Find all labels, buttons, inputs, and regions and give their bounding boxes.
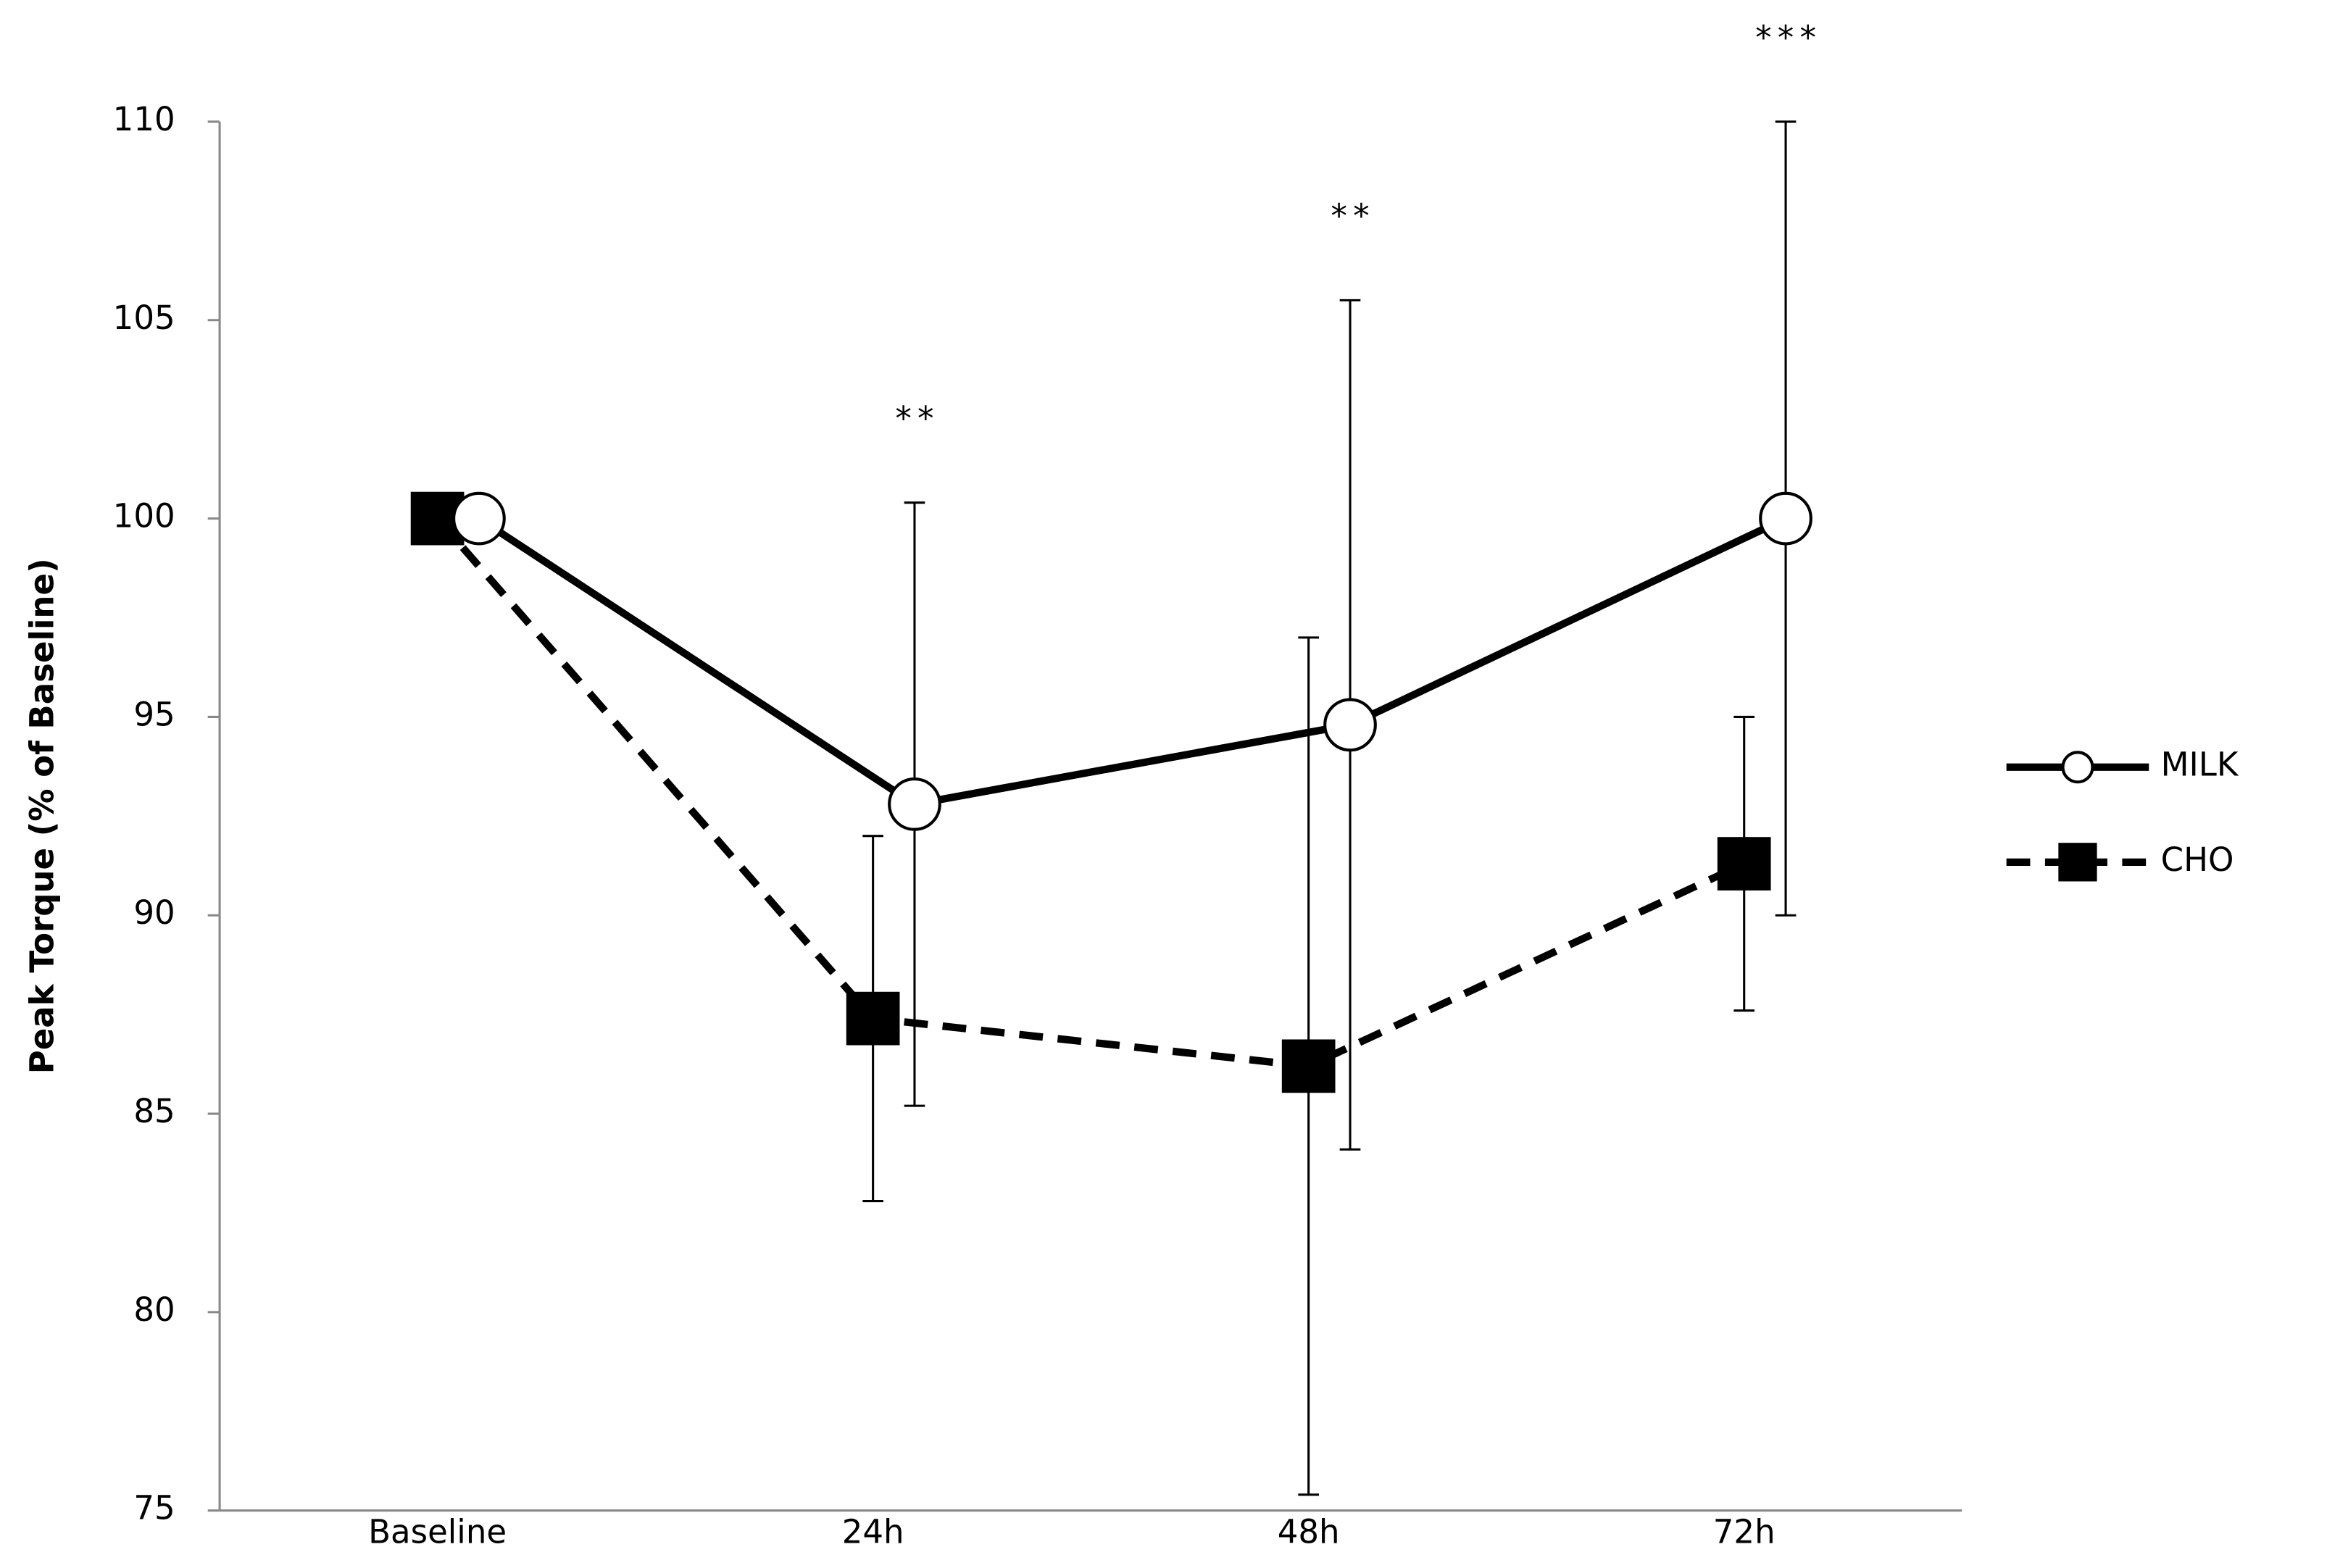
legend-marker [2058,843,2097,882]
significance-marker: *** [1755,18,1822,57]
x-tick-label: 72h [1713,1512,1776,1551]
x-tick-label: Baseline [368,1512,507,1551]
legend-marker [2061,751,2094,784]
data-point [452,491,506,546]
y-tick-label: 105 [113,299,175,337]
y-tick-label: 100 [113,497,175,535]
x-tick-label: 48h [1278,1512,1340,1551]
legend-label: MILK [2161,746,2239,784]
significance-marker: ** [895,399,939,438]
y-axis-label: Peak Torque (% of Baseline) [22,558,61,1074]
y-tick-label: 110 [113,100,175,138]
data-point [1717,837,1771,891]
x-tick-label: 24h [842,1512,904,1551]
legend-label: CHO [2161,841,2234,879]
series-line [477,514,1788,809]
y-tick-label: 85 [133,1092,175,1130]
y-tick-label: 95 [133,695,175,733]
y-tick-label: 80 [133,1290,175,1329]
data-point [1323,698,1377,752]
significance-marker: ** [1331,197,1375,235]
data-point [1759,491,1812,546]
y-tick-label: 75 [133,1489,175,1527]
y-tick-label: 90 [133,893,175,932]
data-point [846,991,900,1046]
data-point [1281,1039,1336,1093]
series-line [434,516,1746,1070]
data-point [888,777,941,831]
